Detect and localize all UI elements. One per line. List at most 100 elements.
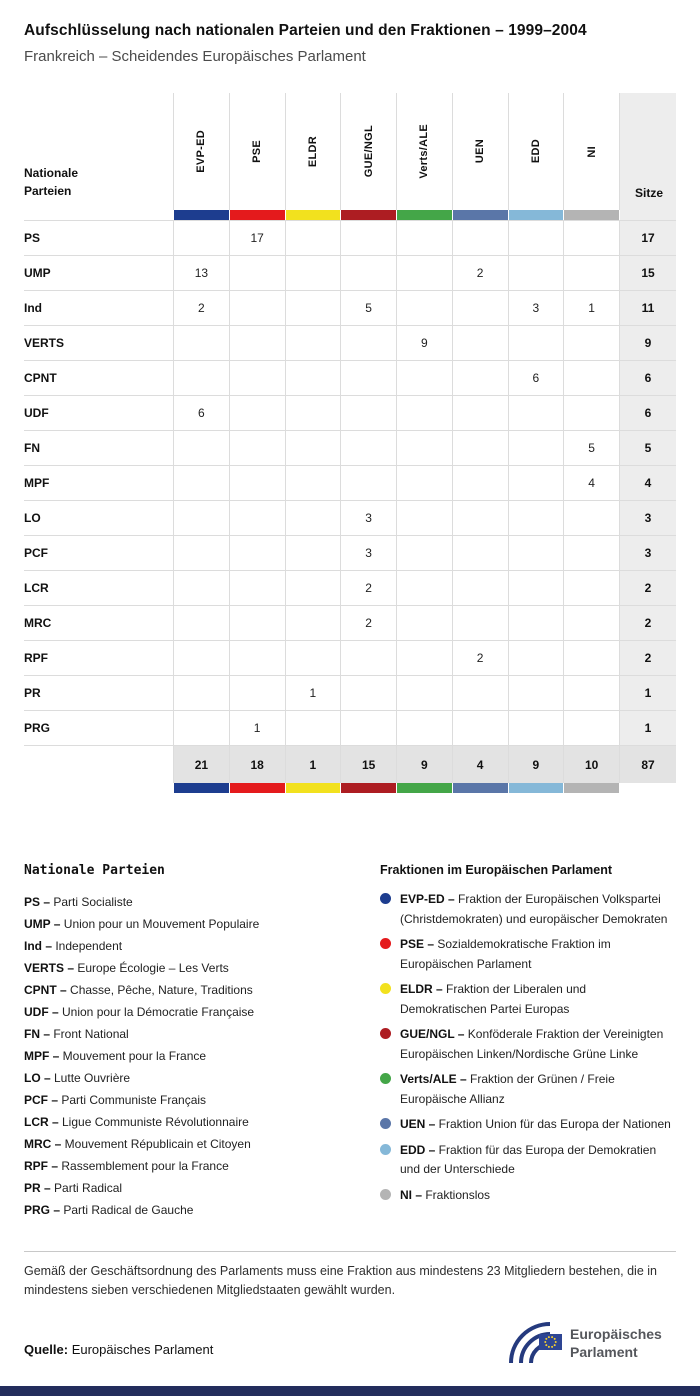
faction-column-header-label: Verts/ALE (418, 124, 431, 179)
faction-color-bar (229, 210, 286, 220)
value-cell: 13 (174, 255, 230, 290)
totals-value-cell: 18 (229, 745, 286, 783)
value-cell (229, 640, 286, 675)
faction-color-bar (174, 210, 230, 220)
value-cell (397, 360, 453, 395)
party-legend-item: Ind – Independent (24, 939, 123, 953)
value-cell (229, 430, 286, 465)
value-cell (341, 220, 397, 255)
value-cell: 2 (341, 570, 397, 605)
value-cell: 6 (508, 360, 565, 395)
value-cell (564, 675, 620, 710)
party-abbr: PCF – (24, 1093, 59, 1107)
value-cell (341, 395, 397, 430)
fraction-legend-text: NI – Fraktionslos (400, 1187, 491, 1202)
party-abbr: VERTS – (24, 961, 75, 975)
value-cell (508, 465, 565, 500)
value-cell (174, 360, 230, 395)
seats-cell: 1 (620, 675, 676, 710)
totals-value-cell: 15 (341, 745, 397, 783)
faction-color-bar (508, 210, 565, 220)
value-cell (229, 465, 286, 500)
value-cell (508, 675, 565, 710)
value-cell (397, 710, 453, 745)
value-cell (229, 360, 286, 395)
value-cell (174, 220, 230, 255)
value-cell: 2 (452, 640, 509, 675)
value-cell: 9 (397, 325, 453, 360)
fraction-abbr: GUE/NGL – (400, 1027, 465, 1041)
fraction-color-dot (380, 1188, 391, 1200)
value-cell (397, 465, 453, 500)
value-cell (508, 220, 565, 255)
party-abbr: PS – (24, 895, 51, 909)
party-abbr: LO – (24, 1071, 51, 1085)
value-cell (341, 360, 397, 395)
party-abbr: LCR – (24, 1115, 59, 1129)
party-legend-item: RPF – Rassemblement pour la France (24, 1159, 229, 1173)
fraction-legend-text: EVP-ED – Fraktion der Europäischen Volks… (400, 892, 668, 926)
party-abbr: UMP – (24, 917, 61, 931)
fraction-legend-text: ELDR – Fraktion der Liberalen und Demokr… (400, 982, 587, 1016)
fraction-legend-item: NI – Fraktionslos (380, 1186, 676, 1206)
infographic: Aufschlüsselung nach nationalen Parteien… (24, 22, 676, 1363)
value-cell (397, 290, 453, 325)
value-cell (341, 675, 397, 710)
seats-cell: 1 (620, 710, 676, 745)
fraction-legend-text: GUE/NGL – Konföderale Fraktion der Verei… (400, 1027, 664, 1061)
value-cell (452, 605, 509, 640)
value-cell (341, 325, 397, 360)
fraction-abbr: ELDR – (400, 982, 443, 996)
bar-row-spacer (620, 783, 676, 793)
fraction-legend-item: Verts/ALE – Fraktion der Grünen / Freie … (380, 1070, 676, 1109)
value-cell (341, 430, 397, 465)
value-cell (564, 640, 620, 675)
faction-column-header-label: GUE/NGL (362, 125, 375, 178)
page-subtitle: Frankreich – Scheidendes Europäisches Pa… (24, 48, 366, 65)
parties-legend-list: PS – Parti Socialiste UMP – Union pour un… (24, 891, 380, 1221)
party-row-label: Ind (24, 290, 174, 325)
party-legend-item: PRG – Parti Radical de Gauche (24, 1203, 194, 1217)
faction-column-header-label: EVP-ED (195, 130, 208, 173)
value-cell (564, 325, 620, 360)
faction-color-bar (452, 210, 509, 220)
value-cell (285, 220, 342, 255)
party-abbr: MRC – (24, 1137, 62, 1151)
fraction-color-dot (380, 1118, 391, 1129)
bar-row-spacer (24, 783, 174, 793)
value-cell (341, 640, 397, 675)
value-cell (341, 255, 397, 290)
seats-cell: 2 (620, 640, 676, 675)
value-cell (452, 325, 509, 360)
value-cell (285, 605, 342, 640)
fraction-color-dot (380, 1028, 391, 1039)
value-cell (285, 640, 342, 675)
party-row-label: UDF (24, 395, 174, 430)
value-cell (397, 605, 453, 640)
value-cell: 2 (341, 605, 397, 640)
value-cell (452, 430, 509, 465)
ep-logo: Europäisches Parlament (509, 1321, 662, 1363)
faction-color-bar (341, 210, 397, 220)
source-value: Europäisches Parlament (71, 1341, 214, 1357)
seats-cell: 3 (620, 535, 676, 570)
value-cell (285, 500, 342, 535)
value-cell: 4 (564, 465, 620, 500)
factions-legend-title: Fraktionen im Europäischen Parlament (380, 863, 613, 877)
party-legend-item: PS – Parti Socialiste (24, 895, 133, 909)
fraction-legend-item: PSE – Sozialdemokratische Fraktion im Eu… (380, 935, 676, 974)
party-row-label: PR (24, 675, 174, 710)
fraction-color-dot (380, 1143, 391, 1155)
party-abbr: UDF – (24, 1005, 59, 1019)
party-row-label: VERTS (24, 325, 174, 360)
value-cell (508, 255, 565, 290)
party-row-label: LO (24, 500, 174, 535)
value-cell (452, 360, 509, 395)
totals-value-cell: 1 (285, 745, 342, 783)
faction-color-bar (452, 783, 509, 793)
value-cell (564, 500, 620, 535)
value-cell (229, 570, 286, 605)
fraction-color-dot (380, 938, 391, 949)
faction-column-header-label: UEN (474, 139, 487, 164)
seats-cell: 2 (620, 570, 676, 605)
